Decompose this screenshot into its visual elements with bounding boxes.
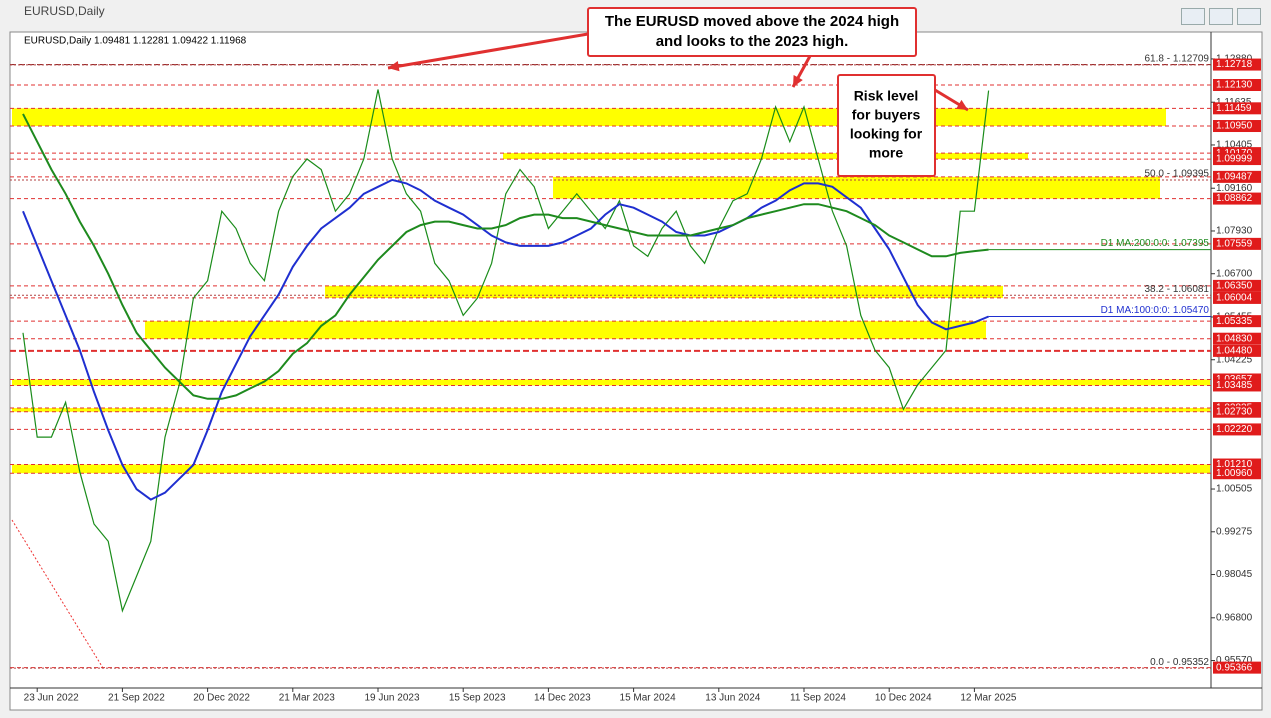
level-label: 1.04480 bbox=[1216, 346, 1253, 357]
callout-box bbox=[587, 7, 917, 57]
level-tag bbox=[1213, 58, 1261, 71]
level-label: 1.09999 bbox=[1216, 154, 1253, 165]
x-tick-label: 11 Sep 2024 bbox=[790, 693, 846, 704]
y-tick-label: 1.09160 bbox=[1216, 183, 1253, 194]
fib-label: 61.8 - 1.12709 bbox=[1145, 54, 1210, 65]
x-tick-label: 19 Jun 2023 bbox=[364, 693, 419, 704]
callout-text: more bbox=[869, 145, 903, 161]
support-zone bbox=[12, 408, 1210, 412]
chart-frame bbox=[9, 31, 1263, 711]
level-tag bbox=[1213, 344, 1261, 357]
support-zone bbox=[12, 379, 1210, 386]
level-label: 1.05335 bbox=[1216, 316, 1253, 327]
y-tick-label: 0.98045 bbox=[1216, 569, 1253, 580]
x-tick-label: 12 Mar 2025 bbox=[960, 693, 1017, 704]
fib-label: 50.0 - 1.09395 bbox=[1145, 169, 1210, 180]
level-label: 1.06350 bbox=[1216, 281, 1253, 292]
level-label: 1.02730 bbox=[1216, 406, 1253, 417]
level-label: 1.03485 bbox=[1216, 380, 1253, 391]
callout-text: and looks to the 2023 high. bbox=[656, 33, 849, 50]
price-line bbox=[22, 89, 990, 613]
level-label: 1.12718 bbox=[1216, 59, 1253, 70]
callout-arrow bbox=[387, 32, 589, 70]
y-tick-label: 1.06700 bbox=[1216, 268, 1253, 279]
x-tick-label: 20 Dec 2022 bbox=[193, 693, 250, 704]
chart-header: EURUSD,Daily 1.09481 1.12281 1.09422 1.1… bbox=[24, 36, 247, 47]
y-tick-label: 1.10405 bbox=[1216, 140, 1253, 151]
callout-text: for buyers bbox=[852, 107, 921, 123]
level-tag bbox=[1213, 102, 1261, 115]
level-label: 0.95366 bbox=[1216, 662, 1253, 673]
callout-text: Risk level bbox=[854, 88, 919, 104]
level-tag bbox=[1213, 79, 1261, 92]
y-tick-label: 0.99275 bbox=[1216, 526, 1253, 537]
level-tag bbox=[1213, 661, 1261, 674]
level-label: 1.08862 bbox=[1216, 193, 1253, 204]
window-title: EURUSD,Daily bbox=[24, 4, 105, 18]
minimize-button[interactable] bbox=[1181, 8, 1205, 25]
close-button[interactable] bbox=[1237, 8, 1261, 25]
support-zone bbox=[12, 464, 1210, 474]
level-label: 1.00960 bbox=[1216, 468, 1253, 479]
level-label: 1.02220 bbox=[1216, 424, 1253, 435]
level-label: 1.06004 bbox=[1216, 293, 1253, 304]
y-tick-label: 1.04225 bbox=[1216, 354, 1253, 365]
level-label: 1.10950 bbox=[1216, 121, 1253, 132]
x-tick-label: 21 Mar 2023 bbox=[279, 693, 336, 704]
y-tick-label: 0.95570 bbox=[1216, 655, 1253, 666]
level-tag bbox=[1213, 291, 1261, 304]
fib-trendline bbox=[11, 519, 104, 669]
ma-label: D1 MA:200:0:0: 1.07395 bbox=[1101, 238, 1210, 249]
level-tag bbox=[1213, 379, 1261, 392]
level-label: 1.04830 bbox=[1216, 333, 1253, 344]
x-tick-label: 21 Sep 2022 bbox=[108, 693, 165, 704]
ma-label: D1 MA:100:0:0: 1.05470 bbox=[1101, 305, 1210, 316]
arrow-head bbox=[388, 61, 400, 72]
y-tick-label: 1.07930 bbox=[1216, 226, 1253, 237]
level-tag bbox=[1213, 467, 1261, 480]
arrow-head bbox=[956, 99, 968, 110]
level-tag bbox=[1213, 153, 1261, 166]
callout-box bbox=[837, 74, 936, 177]
level-label: 1.09487 bbox=[1216, 172, 1253, 183]
y-tick-label: 0.96800 bbox=[1216, 612, 1253, 623]
level-tag bbox=[1213, 120, 1261, 133]
support-zone bbox=[503, 153, 1028, 160]
maximize-button[interactable] bbox=[1209, 8, 1233, 25]
moving-average bbox=[22, 113, 989, 400]
level-label: 1.11459 bbox=[1216, 103, 1252, 114]
x-tick-label: 15 Sep 2023 bbox=[449, 693, 506, 704]
moving-average bbox=[22, 178, 989, 501]
callout-text: looking for bbox=[850, 126, 923, 142]
fib-label: 0.0 - 0.95352 bbox=[1150, 657, 1209, 668]
level-label: 1.01210 bbox=[1216, 459, 1253, 470]
x-tick-label: 23 Jun 2022 bbox=[24, 693, 79, 704]
level-tag bbox=[1213, 423, 1261, 436]
support-zone bbox=[325, 285, 1003, 298]
level-tag bbox=[1213, 332, 1261, 345]
level-tag bbox=[1213, 192, 1261, 205]
level-label: 1.12130 bbox=[1216, 80, 1253, 91]
arrow-head bbox=[793, 75, 803, 87]
support-zone bbox=[553, 176, 1160, 199]
level-tag bbox=[1213, 279, 1261, 292]
level-tag bbox=[1213, 315, 1261, 328]
level-tag bbox=[1213, 405, 1261, 418]
y-tick-label: 1.00505 bbox=[1216, 484, 1253, 495]
callout-text: The EURUSD moved above the 2024 high bbox=[605, 13, 899, 30]
level-tag bbox=[1213, 237, 1261, 250]
x-tick-label: 10 Dec 2024 bbox=[875, 693, 932, 704]
support-zone bbox=[145, 321, 986, 339]
fib-label: 38.2 - 1.06081 bbox=[1145, 284, 1210, 295]
x-tick-label: 15 Mar 2024 bbox=[620, 693, 677, 704]
level-tag bbox=[1213, 170, 1261, 183]
x-tick-label: 13 Jun 2024 bbox=[705, 693, 760, 704]
level-label: 1.07559 bbox=[1216, 239, 1253, 250]
window-buttons bbox=[1181, 8, 1261, 25]
support-zone bbox=[12, 108, 1166, 127]
x-tick-label: 14 Dec 2023 bbox=[534, 693, 591, 704]
